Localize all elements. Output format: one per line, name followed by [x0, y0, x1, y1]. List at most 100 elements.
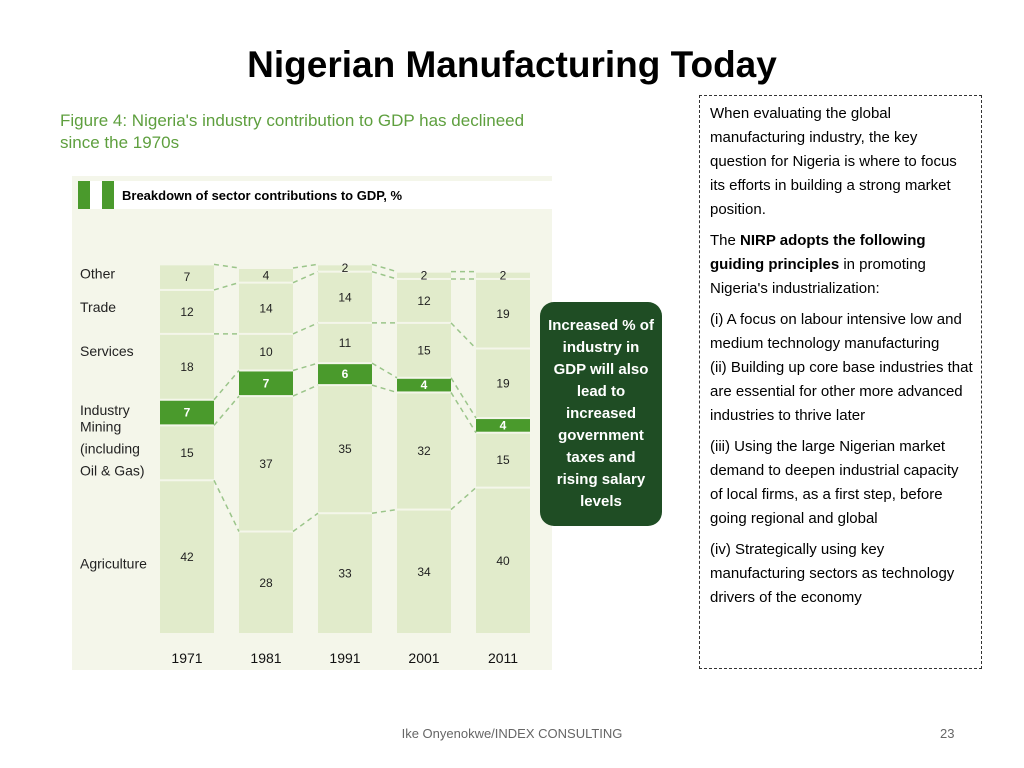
bar-segment-agriculture-2001 [397, 510, 451, 633]
bar-segment-other-1971 [160, 265, 214, 289]
year-label-2001: 2001 [408, 650, 439, 666]
value-label-other-1981: 4 [263, 268, 270, 282]
connectors [213, 263, 477, 533]
principle-iii: (iii) Using the large Nigerian market de… [710, 438, 959, 527]
figure-caption: Figure 4: Nigeria's industry contributio… [60, 110, 660, 154]
connector-1981-3 [292, 322, 319, 335]
connector-1981-2 [292, 362, 319, 372]
bar-segment-agriculture-1991 [318, 514, 372, 633]
value-label-services-1971: 18 [180, 360, 194, 374]
connector-1971-2 [213, 369, 240, 401]
bar-segment-agriculture-1981 [239, 532, 293, 633]
value-label-services-2001: 15 [417, 343, 431, 357]
intro-paragraph: When evaluating the global manufacturing… [710, 105, 957, 218]
principle-i: (i) A focus on labour intensive low and … [710, 311, 962, 352]
nirp-prefix: The [710, 232, 741, 249]
bar-segment-trade-2001 [397, 279, 451, 322]
bar-segment-trade-2011 [476, 279, 530, 348]
value-label-trade-2011: 19 [496, 307, 510, 321]
connector-1971-1 [213, 395, 240, 426]
bar-segment-services-1991 [318, 323, 372, 363]
value-label-services-2011: 19 [496, 376, 510, 390]
bar-segment-mining-1981 [239, 397, 293, 531]
bar-segment-industry-1991 [318, 364, 372, 385]
connector-2001-2 [450, 377, 477, 419]
connector-2001-1 [450, 392, 477, 434]
connector-1991-2 [371, 362, 398, 379]
flag-green-right [102, 181, 114, 209]
chart-header-bar [114, 181, 552, 209]
year-label-1991: 1991 [329, 650, 360, 666]
category-label-industry: Industry [80, 402, 130, 418]
value-label-mining-2001: 32 [417, 444, 431, 458]
figure-caption-line1: Figure 4: Nigeria's industry contributio… [60, 111, 525, 130]
bar-segment-services-1971 [160, 334, 214, 399]
bars: 4215718127283771014433356111423432415122… [160, 261, 530, 633]
bar-segment-agriculture-1971 [160, 481, 214, 633]
year-label-1981: 1981 [250, 650, 281, 666]
bar-segment-mining-1991 [318, 386, 372, 513]
callout-box: Increased % of industry in GDP will also… [540, 302, 662, 526]
connector-1981-4 [292, 270, 319, 284]
connector-1971-5 [213, 263, 240, 269]
bar-segment-industry-1971 [160, 400, 214, 425]
bar-segment-services-1981 [239, 334, 293, 370]
bar-segment-services-2001 [397, 323, 451, 377]
bar-segment-other-2011 [476, 272, 530, 278]
bar-segment-agriculture-2011 [476, 488, 530, 633]
bar-segment-mining-1971 [160, 426, 214, 480]
footer-credit: Ike Onyenokwe/INDEX CONSULTING [401, 726, 623, 741]
connector-1971-0 [213, 479, 240, 532]
value-label-industry-2011: 4 [500, 418, 507, 432]
principle-ii: (ii) Building up core base industries th… [710, 359, 973, 424]
connector-1991-1 [371, 384, 398, 394]
value-label-trade-2001: 12 [417, 294, 431, 308]
chart-svg: Breakdown of sector contributions to GDP… [78, 181, 552, 666]
category-label-agriculture: Agriculture [80, 555, 147, 571]
value-label-industry-1971: 7 [184, 406, 191, 420]
value-label-industry-1981: 7 [263, 376, 270, 390]
value-label-other-2001: 2 [421, 268, 428, 282]
value-label-services-1991: 11 [339, 336, 352, 350]
principles-textbox: When evaluating the global manufacturing… [699, 95, 982, 669]
value-label-agriculture-1971: 42 [180, 550, 194, 564]
value-label-trade-1991: 14 [338, 290, 352, 304]
connector-1981-0 [292, 512, 319, 533]
value-label-trade-1981: 14 [259, 301, 273, 315]
value-label-agriculture-2001: 34 [417, 565, 431, 579]
bar-segment-industry-2011 [476, 419, 530, 432]
flag-green-left [78, 181, 90, 209]
bar-segment-services-2011 [476, 349, 530, 418]
value-label-other-2011: 2 [500, 268, 507, 282]
bar-segment-mining-2001 [397, 393, 451, 509]
connector-1981-1 [292, 384, 319, 397]
bar-segment-other-1991 [318, 265, 372, 271]
bar-segment-other-1981 [239, 269, 293, 282]
value-label-mining-2011: 15 [496, 453, 510, 467]
figure-caption-line2: since the 1970s [60, 133, 180, 152]
connector-1971-4 [213, 281, 240, 291]
value-label-mining-1971: 15 [180, 446, 194, 460]
principles-i-ii: (i) A focus on labour intensive low and … [710, 308, 973, 428]
category-label-mining: Mining [80, 418, 121, 434]
year-labels: 1971 1981 1991 2001 2011 [171, 650, 518, 666]
value-label-mining-1991: 35 [338, 442, 352, 456]
category-label-including: (including [80, 440, 140, 456]
category-label-oilgas: Oil & Gas) [80, 462, 145, 478]
nirp-paragraph: The NIRP adopts the following guiding pr… [710, 229, 973, 301]
category-label-services: Services [80, 343, 134, 359]
value-label-industry-2001: 4 [421, 378, 428, 392]
connector-2001-0 [450, 487, 477, 511]
connector-1991-5 [371, 263, 398, 273]
value-label-agriculture-1981: 28 [259, 576, 273, 590]
bar-segment-other-2001 [397, 272, 451, 278]
bar-segment-mining-2011 [476, 433, 530, 487]
bar-segment-trade-1991 [318, 272, 372, 322]
bar-segment-trade-1971 [160, 290, 214, 333]
value-label-other-1991: 2 [342, 261, 349, 275]
chart-title: Breakdown of sector contributions to GDP… [122, 188, 402, 203]
value-label-industry-1991: 6 [342, 367, 349, 381]
slide-title: Nigerian Manufacturing Today [247, 44, 777, 85]
year-label-2011: 2011 [488, 650, 518, 666]
